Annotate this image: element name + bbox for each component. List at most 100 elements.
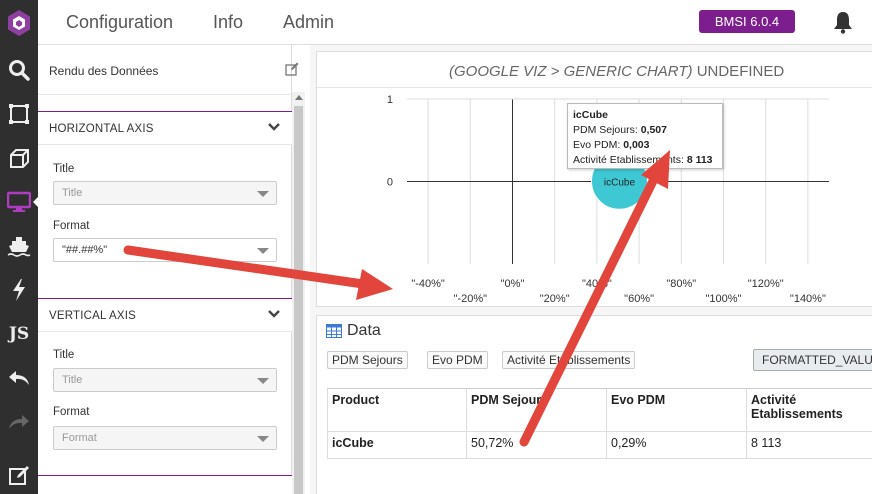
select-placeholder: Format <box>62 432 97 444</box>
select-value: "##.##%" <box>62 244 108 256</box>
v-title-label: Title <box>53 349 75 361</box>
table-cell: 50,72% <box>467 432 607 459</box>
edit-icon <box>9 466 29 485</box>
x-tick-label: "80%" <box>666 278 696 290</box>
scrollbar-thumb[interactable] <box>294 106 303 494</box>
table-icon <box>326 324 342 338</box>
chart-card: (GOOGLE VIZ > GENERIC CHART) UNDEFINED 1… <box>316 51 872 307</box>
horizontal-axis-header[interactable]: HORIZONTAL AXIS <box>38 111 292 145</box>
tooltip-value: 8 113 <box>686 154 713 166</box>
column-header[interactable]: Product <box>327 389 467 432</box>
rail-edit[interactable] <box>0 454 38 494</box>
section-label: VERTICAL AXIS <box>49 310 136 322</box>
format-chip[interactable]: FORMATTED_VALUE <box>753 349 872 371</box>
h-title-select[interactable]: Title <box>53 181 277 205</box>
search-icon <box>9 60 30 81</box>
tooltip-label: Evo PDM: <box>573 139 621 151</box>
chevron-down-icon <box>268 310 280 318</box>
x-tick-label: "40%" <box>582 278 612 290</box>
cube-icon <box>10 149 29 168</box>
bubble-label: icCube <box>604 177 636 188</box>
v-format-label: Format <box>53 406 90 418</box>
column-header[interactable]: Activité Etablissements <box>747 389 872 432</box>
select-area-icon <box>9 104 29 124</box>
chevron-down-icon <box>268 123 280 131</box>
bell-icon[interactable] <box>832 10 854 34</box>
data-card: Data PDM Sejours Evo PDM Activité Etabli… <box>316 315 872 494</box>
rail-cube[interactable] <box>0 136 38 180</box>
nav-info[interactable]: Info <box>213 12 244 32</box>
x-tick-label: "140%" <box>790 293 826 305</box>
chart-header: (GOOGLE VIZ > GENERIC CHART) UNDEFINED <box>317 52 872 88</box>
caret-down-icon <box>257 378 269 384</box>
select-placeholder: Title <box>62 187 83 199</box>
edit-icon[interactable] <box>285 62 299 76</box>
rail-lightning[interactable] <box>0 268 38 312</box>
caret-down-icon <box>257 436 269 442</box>
panel-title: Rendu des Données <box>49 64 159 78</box>
h-format-select[interactable]: "##.##%" <box>53 238 277 262</box>
rail-monitor[interactable] <box>0 180 39 224</box>
h-title-label: Title <box>53 163 75 175</box>
tooltip-row: Activité Etablissements: 8 113 <box>573 153 717 168</box>
data-table: Product PDM Sejours Evo PDM Activité Eta… <box>327 388 872 459</box>
panel-header: Rendu des Données <box>38 45 299 95</box>
tooltip-label: Activité Etablissements: <box>573 154 684 166</box>
v-format-select[interactable]: Format <box>53 426 277 450</box>
chart-tooltip: icCube PDM Sejours: 0,507 Evo PDM: 0,003… <box>567 103 723 169</box>
nav-admin[interactable]: Admin <box>283 12 335 32</box>
rail-undo[interactable] <box>0 356 38 400</box>
vertical-axis-header[interactable]: VERTICAL AXIS <box>38 298 292 332</box>
table-cell: 8 113 <box>747 432 872 459</box>
x-tick-label: "-20%" <box>454 293 488 305</box>
tooltip-row: Evo PDM: 0,003 <box>573 138 717 153</box>
x-tick-label: "100%" <box>706 293 742 305</box>
next-section-header[interactable] <box>38 475 292 494</box>
select-placeholder: Title <box>62 374 83 386</box>
app-logo[interactable] <box>0 0 38 45</box>
chart-title-path: (GOOGLE VIZ > GENERIC CHART) <box>449 63 693 80</box>
tooltip-row: PDM Sejours: 0,507 <box>573 123 717 138</box>
caret-down-icon <box>257 248 269 254</box>
rail-js[interactable]: JS <box>0 312 38 356</box>
x-tick-label: "20%" <box>540 293 570 305</box>
y-tick-label: 0 <box>387 177 393 189</box>
lightning-icon <box>13 279 25 301</box>
column-header[interactable]: PDM Sejours <box>467 389 607 432</box>
tooltip-label: PDM Sejours: <box>573 124 638 136</box>
tooltip-value: 0,003 <box>623 139 650 151</box>
x-tick-label: "-40%" <box>411 278 445 290</box>
rail-redo[interactable] <box>0 400 38 444</box>
panel-scrollbar[interactable] <box>292 92 305 494</box>
x-tick-label: "60%" <box>624 293 654 305</box>
x-tick-label: "0%" <box>501 278 525 290</box>
v-title-select[interactable]: Title <box>53 368 277 392</box>
table-cell: 0,29% <box>607 432 747 459</box>
chart-title-status: UNDEFINED <box>696 63 785 80</box>
measure-chip[interactable]: PDM Sejours <box>327 351 408 369</box>
table-cell: icCube <box>327 432 467 459</box>
redo-icon <box>9 415 29 429</box>
measure-chip[interactable]: Activité Etablissements <box>502 351 636 369</box>
version-badge: BMSI 6.0.4 <box>699 10 795 33</box>
active-indicator <box>33 196 39 208</box>
rail-ship[interactable] <box>0 224 38 268</box>
rail-search[interactable] <box>0 48 38 92</box>
nav-configuration[interactable]: Configuration <box>66 12 174 32</box>
x-tick-label: "120%" <box>748 278 784 290</box>
tooltip-title: icCube <box>573 109 609 121</box>
data-title: Data <box>347 322 381 339</box>
measure-chip[interactable]: Evo PDM <box>427 351 488 369</box>
icon-rail: JS <box>0 45 39 494</box>
rail-select[interactable] <box>0 92 38 136</box>
scroll-up-icon[interactable] <box>295 95 303 100</box>
caret-down-icon <box>257 191 269 197</box>
settings-panel: Rendu des Données HORIZONTAL AXIS Title … <box>38 45 305 494</box>
ship-icon <box>7 237 31 257</box>
tooltip-value: 0,507 <box>640 124 667 136</box>
top-bar: Configuration Info Admin BMSI 6.0.4 <box>0 0 872 45</box>
monitor-icon <box>7 191 31 212</box>
column-header[interactable]: Evo PDM <box>607 389 747 432</box>
y-tick-label: 1 <box>387 94 393 106</box>
js-icon: JS <box>8 324 30 344</box>
